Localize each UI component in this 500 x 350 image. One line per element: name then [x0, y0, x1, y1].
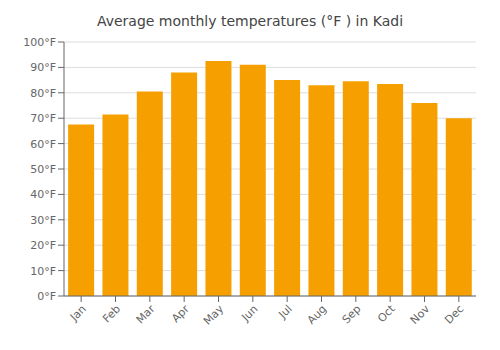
svg-text:100°F: 100°F — [23, 36, 56, 49]
svg-text:Nov: Nov — [408, 302, 433, 327]
svg-text:Oct: Oct — [375, 302, 398, 325]
html-text:Average monthly temperatures (: Average monthly temperatures (°F ) in Ka… — [96, 13, 404, 29]
svg-text:Aug: Aug — [305, 302, 329, 326]
svg-text:Feb: Feb — [100, 302, 123, 325]
svg-text:30°F: 30°F — [30, 214, 56, 227]
svg-text:50°F: 50°F — [30, 163, 56, 176]
svg-text:80°F: 80°F — [30, 87, 56, 100]
svg-text:Dec: Dec — [442, 302, 466, 326]
svg-text:70°F: 70°F — [30, 112, 56, 125]
svg-text:Jan: Jan — [67, 302, 89, 324]
svg-text:60°F: 60°F — [30, 138, 56, 151]
svg-text:Mar: Mar — [134, 302, 158, 326]
svg-text:Apr: Apr — [169, 302, 192, 325]
svg-text:20°F: 20°F — [30, 239, 56, 252]
svg-text:Jul: Jul — [276, 302, 295, 321]
svg-text:40°F: 40°F — [30, 188, 56, 201]
svg-text:May: May — [201, 302, 227, 328]
svg-text:90°F: 90°F — [30, 61, 56, 74]
svg-text:Jun: Jun — [238, 302, 260, 324]
svg-text:0°F: 0°F — [37, 290, 56, 303]
svg-text:10°F: 10°F — [30, 265, 56, 278]
svg-text:Sep: Sep — [340, 302, 364, 326]
